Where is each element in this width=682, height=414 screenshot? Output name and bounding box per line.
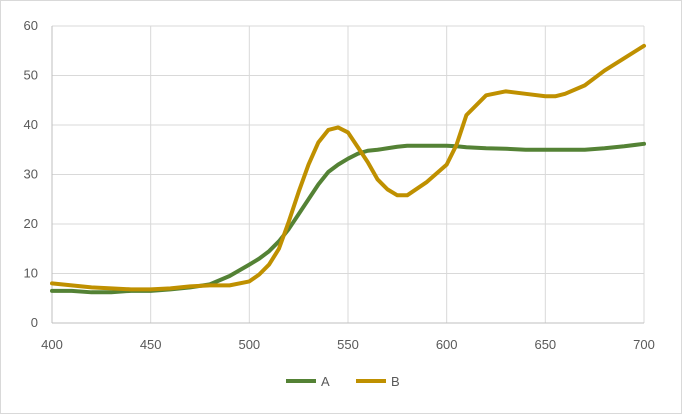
x-tick-label: 600 xyxy=(436,337,458,352)
y-tick-label: 40 xyxy=(24,117,38,132)
x-tick-label: 450 xyxy=(140,337,162,352)
x-tick-label: 550 xyxy=(337,337,359,352)
y-tick-label: 50 xyxy=(24,68,38,83)
y-tick-label: 10 xyxy=(24,266,38,281)
x-tick-label: 400 xyxy=(41,337,63,352)
tick-labels: 0 10 20 30 40 50 60 400 450 500 550 600 650 700 xyxy=(24,18,655,352)
gridlines xyxy=(52,25,645,323)
series-line-B xyxy=(50,43,646,292)
x-tick-label: 700 xyxy=(633,337,655,352)
x-tick-label: 650 xyxy=(534,337,556,352)
y-tick-label: 60 xyxy=(24,18,38,33)
y-tick-label: 20 xyxy=(24,216,38,231)
axes xyxy=(51,26,644,324)
x-tick-label: 500 xyxy=(238,337,260,352)
y-tick-label: 30 xyxy=(24,167,38,182)
legend-label-A: A xyxy=(321,374,330,389)
series-lines xyxy=(50,43,646,295)
legend-label-B: B xyxy=(391,374,400,389)
y-tick-label: 0 xyxy=(31,315,38,330)
